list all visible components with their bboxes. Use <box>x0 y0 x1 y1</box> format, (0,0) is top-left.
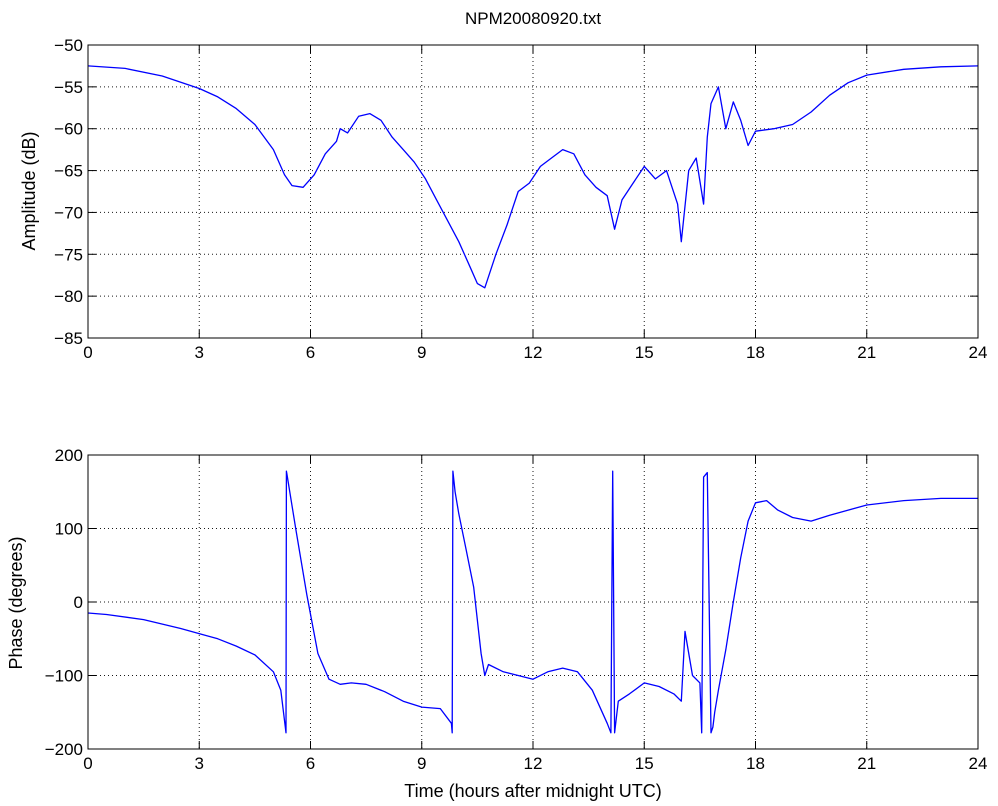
amplitude-axes-background <box>88 45 978 338</box>
phase-x-tick-label: 9 <box>417 754 426 773</box>
chart-title: NPM20080920.txt <box>465 9 601 28</box>
amplitude-x-tick-label: 18 <box>746 343 765 362</box>
phase-x-tick-label: 15 <box>635 754 654 773</box>
phase-y-tick-label: −100 <box>45 667 83 686</box>
phase-series-line <box>87 470 978 734</box>
phase-axes-frame <box>87 454 979 750</box>
amplitude-series-line <box>87 65 979 289</box>
amplitude-y-tick-label: −55 <box>54 78 83 97</box>
phase-x-tick-label: 6 <box>306 754 315 773</box>
amplitude-y-tick-label: −75 <box>54 245 83 264</box>
x-axis-label: Time (hours after midnight UTC) <box>404 781 661 801</box>
amplitude-y-tick-label: −50 <box>54 36 83 55</box>
amplitude-y-tick-label: −80 <box>54 287 83 306</box>
amplitude-y-tick-label: −60 <box>54 120 83 139</box>
phase-y-tick-label: 200 <box>55 446 83 465</box>
amplitude-x-tick-label: 15 <box>635 343 654 362</box>
phase-y-axis-label: Phase (degrees) <box>6 536 26 669</box>
amplitude-x-tick-label: 3 <box>195 343 204 362</box>
amplitude-y-tick-label: −65 <box>54 162 83 181</box>
amplitude-x-tick-label: 21 <box>857 343 876 362</box>
phase-x-tick-label: 24 <box>969 754 988 773</box>
amplitude-x-tick-label: 6 <box>306 343 315 362</box>
phase-y-tick-label: 100 <box>55 520 83 539</box>
phase-x-tick-label: 0 <box>83 754 92 773</box>
phase-y-tick-label: 0 <box>74 593 83 612</box>
amplitude-x-tick-label: 12 <box>524 343 543 362</box>
phase-y-tick-label: −200 <box>45 740 83 759</box>
amplitude-x-tick-label: 9 <box>417 343 426 362</box>
phase-x-tick-label: 12 <box>524 754 543 773</box>
amplitude-y-tick-label: −70 <box>54 203 83 222</box>
amplitude-y-axis-label: Amplitude (dB) <box>19 131 39 250</box>
phase-x-tick-label: 3 <box>195 754 204 773</box>
amplitude-x-tick-label: 24 <box>969 343 988 362</box>
amplitude-x-tick-label: 0 <box>83 343 92 362</box>
phase-plot: Phase (degrees) Time (hours after midnig… <box>6 446 987 801</box>
amplitude-plot: NPM20080920.txt Amplitude (dB) 0 3 6 9 12 15 1… <box>19 9 987 362</box>
amplitude-y-tick-label: −85 <box>54 329 83 348</box>
amplitude-axes-frame <box>87 44 979 339</box>
phase-x-tick-label: 21 <box>857 754 876 773</box>
phase-x-tick-label: 18 <box>746 754 765 773</box>
